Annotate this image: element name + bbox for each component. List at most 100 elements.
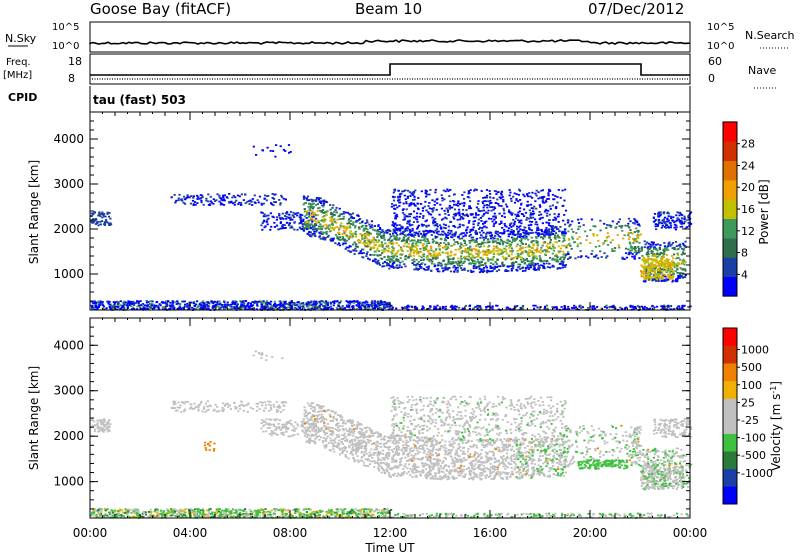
power-echo-cell — [313, 212, 316, 214]
power-echo-cell — [663, 242, 666, 244]
power-echo-cell — [458, 208, 461, 211]
power-echo-cell — [663, 273, 667, 276]
power-echo-cell — [208, 302, 211, 304]
power-echo-cell — [177, 307, 180, 309]
power-echo-cell — [438, 213, 441, 216]
power-echo-cell — [660, 258, 663, 261]
power-echo-cell — [540, 228, 543, 231]
power-echo-cell — [534, 218, 537, 221]
power-echo-cell — [342, 225, 345, 228]
power-echo-cell — [328, 224, 331, 227]
power-echo-cell — [373, 241, 376, 244]
power-echo-cell — [395, 255, 399, 258]
power-echo-cell — [483, 222, 486, 224]
power-echo-cell — [254, 300, 257, 303]
power-echo-cell — [293, 304, 297, 307]
power-echo-cell — [670, 243, 673, 246]
power-echo-cell — [365, 225, 368, 227]
power-echo-cell — [420, 250, 423, 253]
power-echo-cell — [146, 308, 149, 310]
power-echo-cell — [332, 211, 336, 213]
power-echo-cell — [556, 201, 559, 204]
power-echo-cell — [464, 234, 467, 236]
power-echo-cell — [361, 252, 364, 255]
power-echo-cell — [654, 218, 657, 221]
power-echo-cell — [426, 240, 429, 242]
power-echo-cell — [662, 220, 665, 223]
power-echo-cell — [408, 220, 411, 223]
power-echo-cell — [223, 194, 226, 197]
power-echo-cell — [302, 218, 305, 221]
power-echo-cell — [502, 263, 505, 266]
power-echo-cell — [570, 307, 574, 309]
power-echo-cell — [687, 216, 690, 219]
power-echo-cell — [381, 246, 384, 248]
power-echo-cell — [500, 193, 503, 196]
power-echo-cell — [346, 211, 350, 214]
power-echo-cell — [279, 203, 282, 206]
power-echo-cell — [496, 304, 499, 307]
power-echo-cell — [505, 245, 508, 248]
power-echo-cell — [335, 221, 338, 224]
power-echo-cell — [375, 306, 378, 308]
power-echo-cell — [475, 233, 478, 235]
power-echo-cell — [578, 305, 581, 308]
power-echo-cell — [434, 264, 437, 267]
power-echo-cell — [625, 252, 628, 255]
power-echo-cell — [319, 209, 322, 212]
power-echo-cell — [428, 242, 431, 244]
power-echo-cell — [355, 304, 358, 307]
power-echo-cell — [225, 304, 228, 307]
power-echo-cell — [483, 245, 486, 248]
power-echo-cell — [139, 300, 142, 302]
power-echo-cell — [637, 233, 640, 236]
power-echo-cell — [547, 246, 550, 249]
power-echo-cell — [498, 212, 501, 215]
power-echo-cell — [245, 305, 248, 308]
power-echo-cell — [473, 220, 476, 222]
power-echo-cell — [501, 226, 504, 229]
power-echo-cell — [501, 242, 504, 244]
power-echo-cell — [129, 300, 133, 303]
power-echo-cell — [609, 226, 612, 228]
power-echo-cell — [546, 266, 549, 268]
power-echo-cell — [469, 200, 472, 202]
power-echo-cell — [326, 304, 329, 307]
power-echo-cell — [336, 300, 339, 302]
power-echo-cell — [450, 250, 453, 253]
power-echo-cell — [415, 242, 418, 245]
power-echo-cell — [662, 308, 665, 311]
power-echo-cell — [653, 277, 656, 280]
power-echo-cell — [510, 268, 513, 270]
power-echo-cell — [499, 265, 502, 268]
power-echo-cell — [667, 264, 670, 267]
power-echo-cell — [487, 270, 490, 273]
power-echo-cell — [503, 216, 506, 218]
power-echo-cell — [286, 306, 290, 309]
power-echo-cell — [451, 244, 454, 247]
power-echo-cell — [505, 270, 508, 272]
power-echo-cell — [262, 301, 265, 304]
power-echo-cell — [240, 204, 243, 206]
power-echo-cell — [446, 209, 449, 212]
colorbar-swatch — [723, 257, 737, 278]
power-echo-cell — [333, 302, 336, 304]
power-echo-cell — [228, 201, 231, 203]
power-echo-cell — [477, 218, 480, 221]
power-echo-cell — [628, 251, 631, 254]
power-echo-cell — [549, 256, 552, 259]
power-echo-cell — [649, 243, 652, 246]
power-echo-cell — [271, 215, 274, 218]
power-echo-cell — [659, 244, 662, 247]
power-echo-cell — [681, 306, 684, 308]
power-echo-cell — [433, 305, 436, 308]
colorbar-swatch — [723, 160, 737, 181]
power-echo-cell — [362, 242, 365, 245]
power-echo-cell — [455, 213, 458, 215]
power-echo-cell — [485, 266, 488, 269]
power-echo-cell — [318, 231, 321, 234]
power-echo-cell — [644, 265, 647, 268]
power-echo-cell — [552, 219, 555, 221]
power-echo-cell — [376, 249, 379, 252]
power-echo-cell — [401, 239, 404, 242]
